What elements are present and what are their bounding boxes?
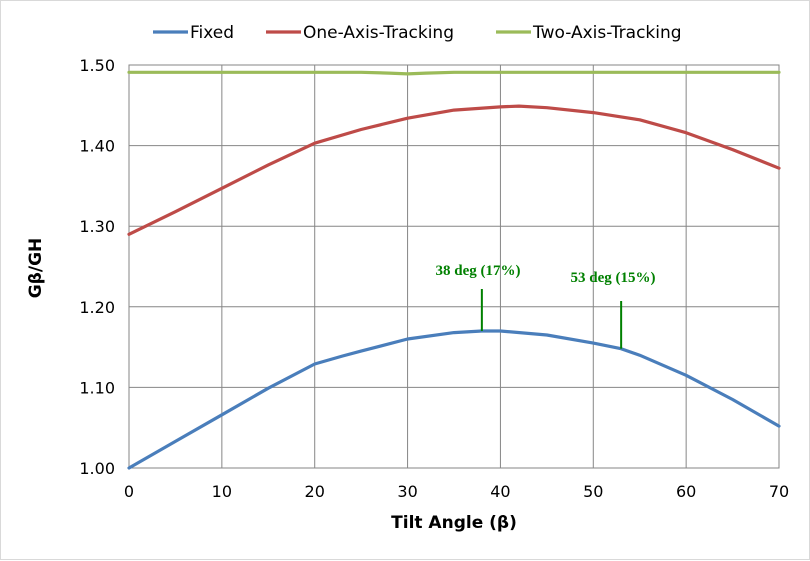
x-tick-label: 30 [397, 482, 417, 501]
y-tick-label: 1.20 [79, 298, 115, 317]
series-line-one-axis-tracking [127, 104, 781, 236]
x-tick-label: 70 [769, 482, 789, 501]
annotation-label: 53 deg (15%) [571, 270, 656, 286]
series-line-two-axis-tracking [127, 70, 781, 76]
x-tick-label: 50 [583, 482, 603, 501]
series-line-fixed [127, 329, 781, 470]
y-tick-label: 1.00 [79, 459, 115, 478]
y-tick-label: 1.50 [79, 56, 115, 75]
x-tick-label: 0 [124, 482, 134, 501]
y-tick-label: 1.40 [79, 137, 115, 156]
y-tick-labels: 1.00 1.10 1.20 1.30 1.40 1.50 [79, 56, 115, 478]
grid [128, 64, 780, 469]
legend-label: Two-Axis-Tracking [532, 23, 682, 43]
plot-border [128, 64, 780, 469]
annotations: 38 deg (17%) 53 deg (15%) [436, 263, 656, 349]
legend-label: Fixed [190, 23, 234, 43]
y-tick-label: 1.10 [79, 378, 115, 397]
legend: Fixed One-Axis-Tracking Two-Axis-Tracking [153, 23, 682, 43]
x-tick-label: 60 [676, 482, 696, 501]
series-lines [127, 70, 781, 470]
x-tick-label: 20 [305, 482, 325, 501]
x-tick-label: 10 [212, 482, 232, 501]
y-tick-label: 1.30 [79, 217, 115, 236]
annotation-label: 38 deg (17%) [436, 263, 521, 279]
x-tick-label: 40 [490, 482, 510, 501]
x-axis-title: Tilt Angle (β) [391, 513, 517, 533]
x-tick-labels: 0 10 20 30 40 50 60 70 [124, 482, 789, 501]
legend-label: One-Axis-Tracking [303, 23, 454, 43]
y-axis-title: Gβ/GH [26, 238, 46, 299]
